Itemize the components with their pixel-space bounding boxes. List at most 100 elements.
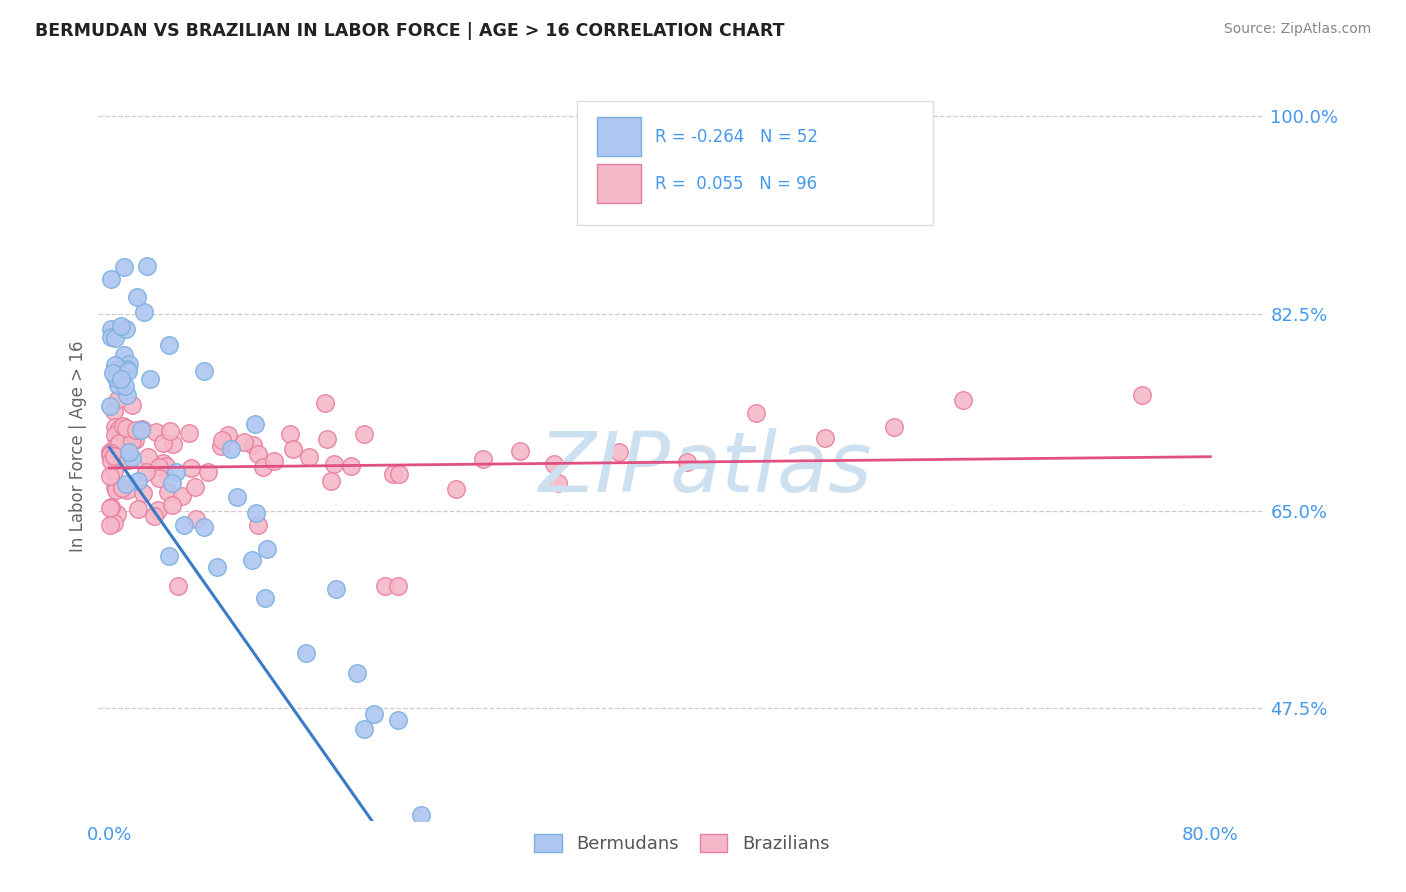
Point [104, 440, 127, 454]
Point [117, 363, 139, 377]
Point [167, 579, 190, 593]
Point [121, 434, 143, 448]
Point [100, 444, 122, 458]
Point [160, 476, 183, 491]
Point [353, 426, 375, 441]
Point [125, 290, 148, 304]
Point [132, 305, 155, 319]
Point [233, 434, 256, 449]
Point [111, 418, 134, 433]
Point [103, 449, 125, 463]
Point [135, 465, 157, 479]
Point [100, 322, 122, 336]
Point [125, 423, 148, 437]
Point [114, 379, 136, 393]
Point [207, 559, 229, 574]
Point [103, 516, 125, 530]
Point [243, 417, 266, 432]
Point [101, 366, 124, 380]
Point [98, 469, 121, 483]
Point [118, 445, 141, 459]
Point [148, 471, 170, 485]
Point [98, 500, 121, 515]
Point [122, 426, 145, 441]
Point [387, 579, 409, 593]
Point [104, 331, 127, 345]
Point [245, 506, 267, 520]
Point [105, 507, 128, 521]
Point [98, 448, 121, 462]
Point [104, 419, 127, 434]
Point [382, 467, 405, 481]
Point [240, 553, 263, 567]
Point [197, 465, 219, 479]
Point [170, 489, 193, 503]
Point [155, 458, 177, 473]
Point [127, 502, 149, 516]
Point [184, 511, 207, 525]
Point [108, 422, 131, 436]
Point [263, 454, 285, 468]
Point [105, 435, 128, 450]
Point [104, 358, 127, 372]
Point [105, 363, 128, 377]
Point [115, 322, 138, 336]
Point [100, 454, 122, 468]
Point [217, 428, 239, 442]
Point [152, 456, 174, 470]
Point [107, 392, 129, 407]
Point [184, 480, 207, 494]
Point [110, 481, 132, 495]
Point [117, 357, 139, 371]
Point [952, 392, 974, 407]
Point [103, 403, 125, 417]
Point [135, 259, 157, 273]
Point [105, 483, 128, 498]
Point [280, 427, 302, 442]
Point [100, 500, 122, 514]
Point [127, 474, 149, 488]
Point [121, 450, 143, 465]
Point [143, 509, 166, 524]
Bar [596, 164, 641, 203]
Point [547, 475, 569, 490]
Point [388, 467, 411, 481]
Point [298, 450, 321, 464]
Point [246, 447, 269, 461]
Point [1130, 388, 1153, 402]
Point [115, 483, 138, 497]
Point [387, 713, 409, 727]
Point [607, 445, 630, 459]
Point [104, 427, 127, 442]
Point [471, 451, 494, 466]
Point [193, 520, 215, 534]
Point [121, 398, 143, 412]
Point [444, 483, 467, 497]
Point [676, 455, 699, 469]
Point [117, 452, 139, 467]
Point [254, 591, 277, 606]
Point [177, 425, 200, 440]
Point [103, 464, 125, 478]
Point [252, 459, 274, 474]
Point [110, 319, 132, 334]
Point [353, 723, 375, 737]
Point [145, 425, 167, 440]
Point [139, 371, 162, 385]
Point [157, 485, 180, 500]
Point [319, 474, 342, 488]
Point [162, 437, 184, 451]
Text: ZIPatlas: ZIPatlas [538, 428, 872, 509]
Point [114, 477, 136, 491]
Point [110, 367, 132, 381]
Point [159, 424, 181, 438]
Point [323, 458, 346, 472]
Point [124, 433, 146, 447]
Point [104, 371, 127, 385]
Point [115, 362, 138, 376]
Text: R =  0.055   N = 96: R = 0.055 N = 96 [655, 175, 817, 193]
Point [115, 421, 138, 435]
Text: BERMUDAN VS BRAZILIAN IN LABOR FORCE | AGE > 16 CORRELATION CHART: BERMUDAN VS BRAZILIAN IN LABOR FORCE | A… [35, 22, 785, 40]
FancyBboxPatch shape [576, 102, 932, 225]
Point [281, 442, 304, 457]
